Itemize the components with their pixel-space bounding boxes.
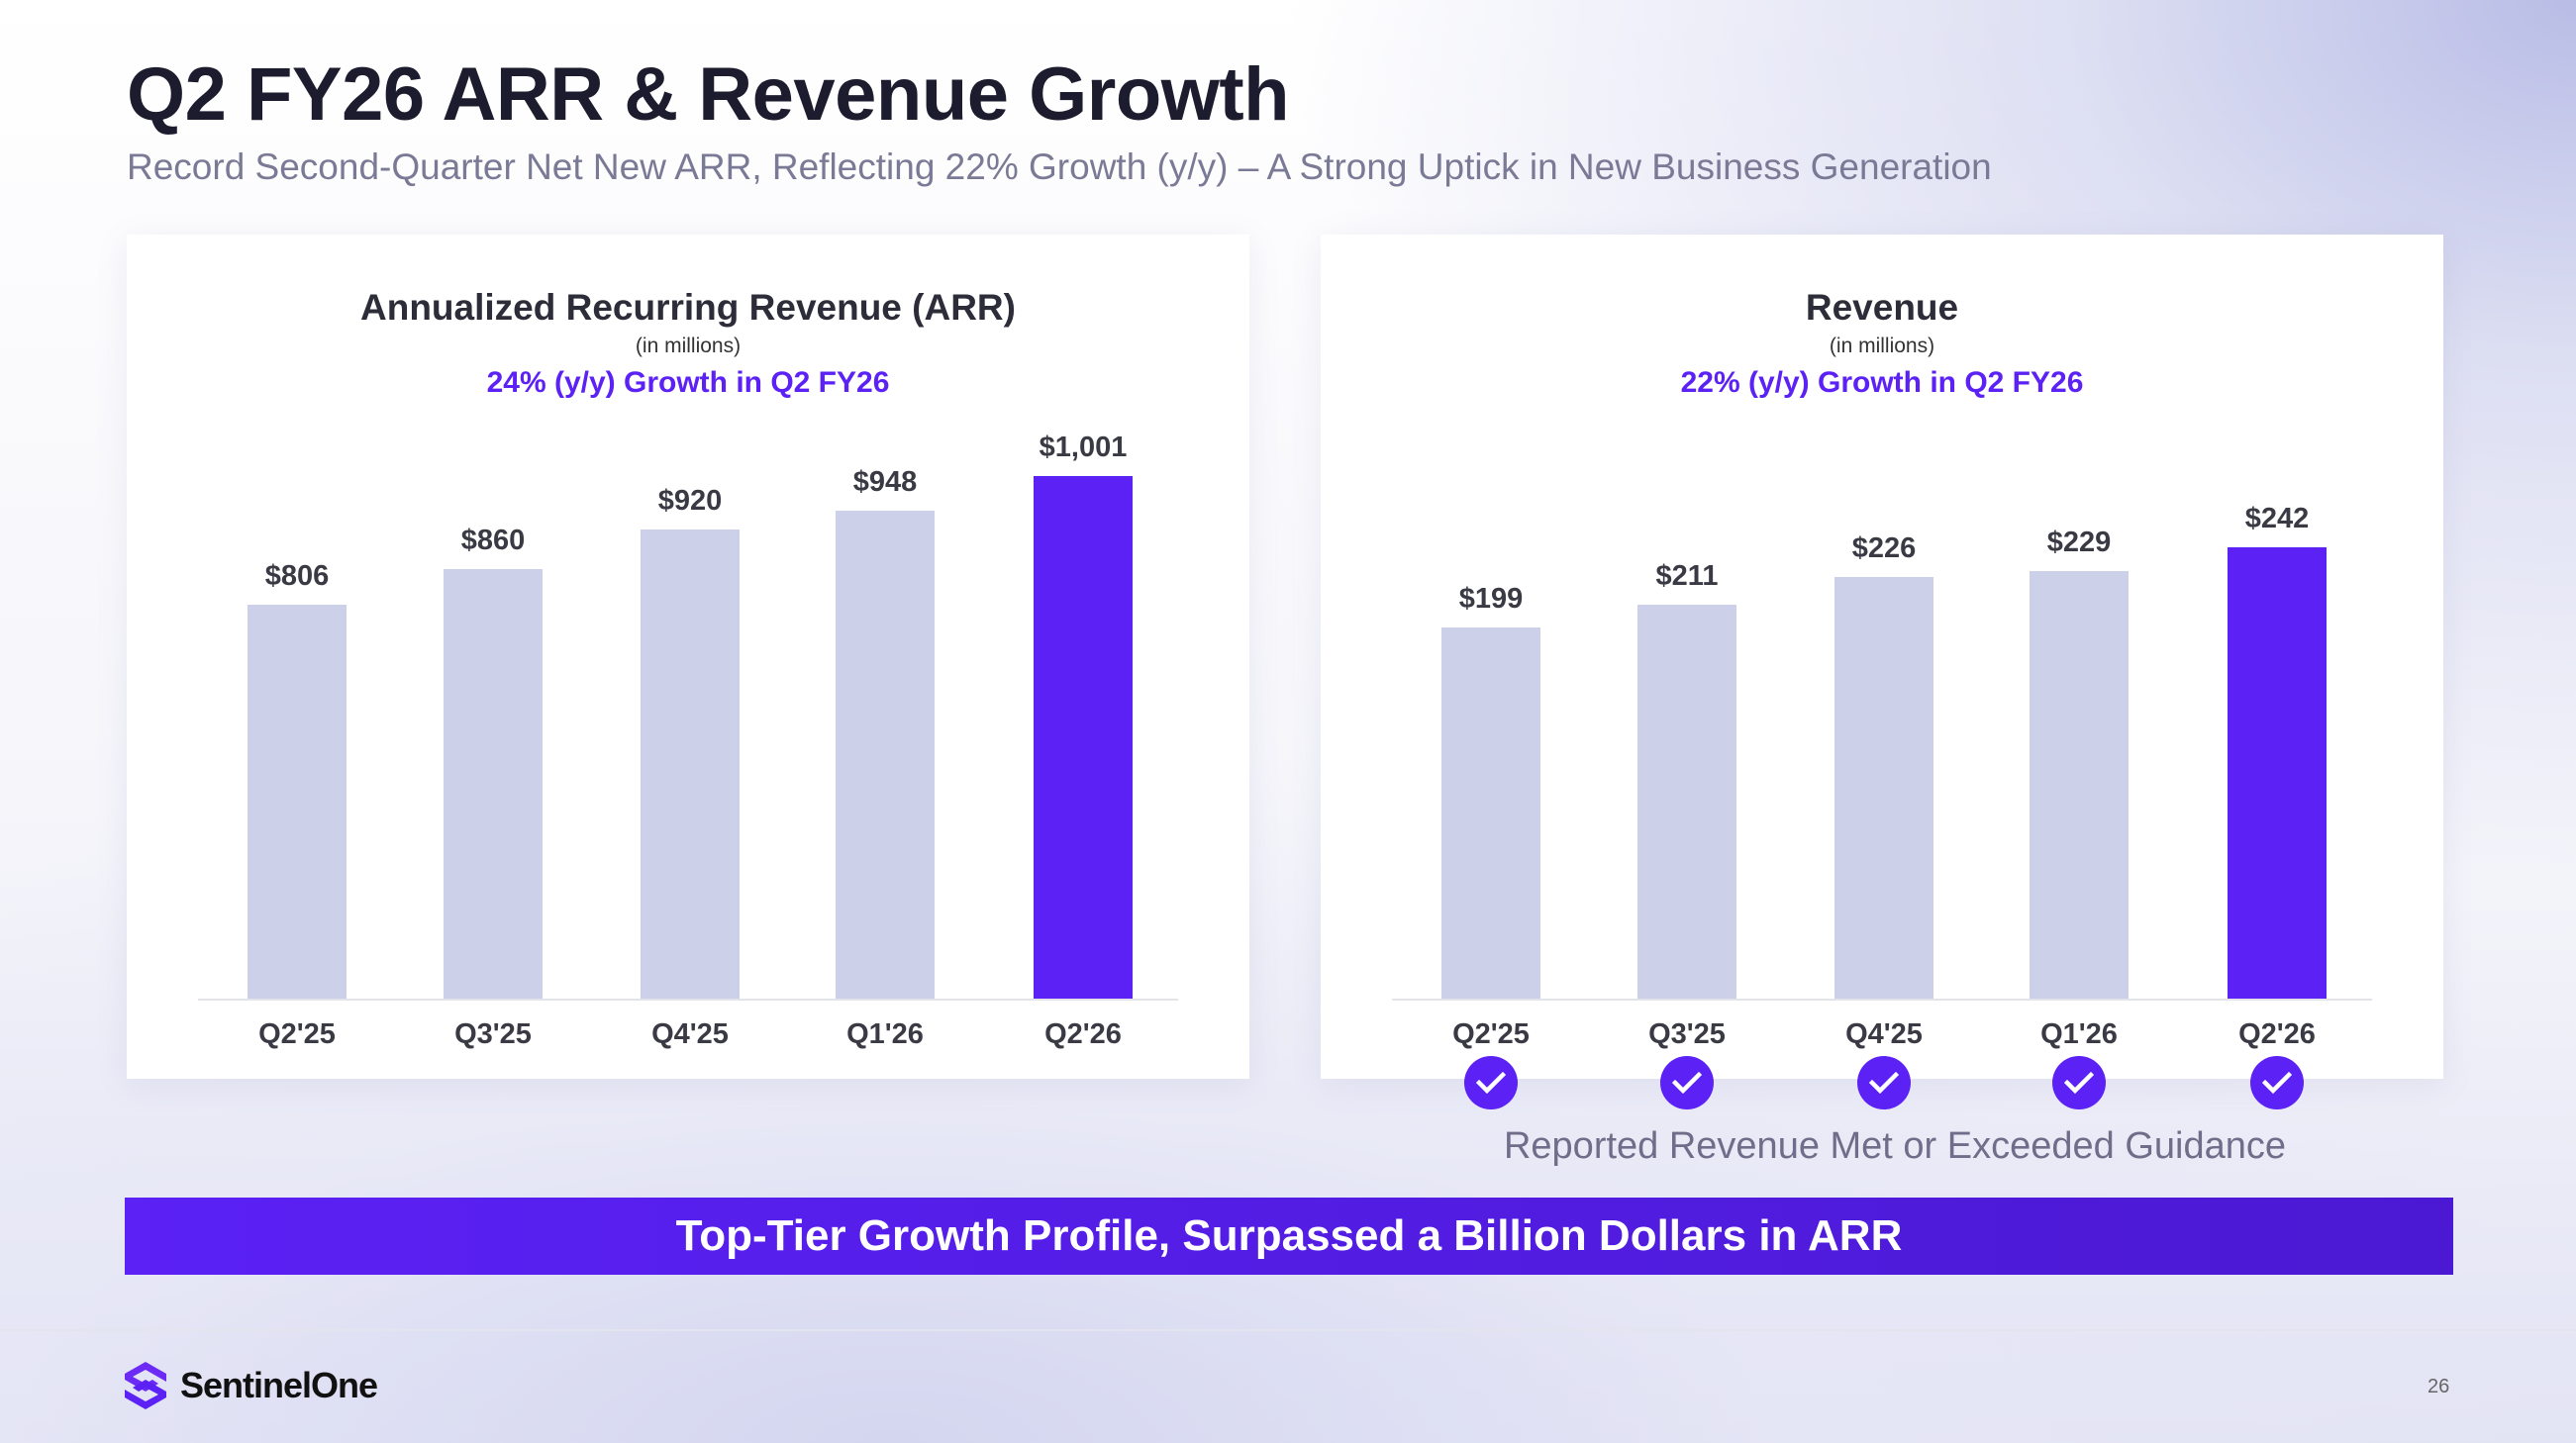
- revenue-chart-card: $199 Q2'25 $211 Q3'25 $226 Q4'25 $229 Q1'26 $242…: [1321, 235, 2443, 1079]
- x-tick-label: Q2'26: [1044, 1018, 1122, 1050]
- x-tick-label: Q2'26: [2238, 1018, 2316, 1050]
- x-tick-label: Q4'25: [651, 1018, 729, 1050]
- data-label: $1,001: [1039, 432, 1128, 464]
- arr-chart-title: Annualized Recurring Revenue (ARR): [360, 287, 1016, 328]
- bar: [2228, 546, 2327, 999]
- revenue-chart-title: Revenue: [1805, 287, 1959, 328]
- logo-text: SentinelOne: [180, 1365, 378, 1405]
- arr-growth-annotation: 24% (y/y) Growth in Q2 FY26: [486, 366, 890, 399]
- bar: [836, 511, 935, 999]
- data-label: $211: [1655, 560, 1719, 593]
- data-label: $229: [2046, 527, 2112, 559]
- revenue-chart: $199 Q2'25 $211 Q3'25 $226 Q4'25 $229 Q1'26 $242…: [1321, 235, 2443, 1079]
- bar: [1034, 476, 1133, 999]
- revenue-chart-units: (in millions): [1829, 335, 1935, 357]
- highlight-banner: Top-Tier Growth Profile, Surpassed a Bil…: [125, 1198, 2453, 1275]
- x-axis-line: [198, 999, 1178, 1001]
- sentinelone-logo-icon: [125, 1362, 166, 1409]
- page-subtitle: Record Second-Quarter Net New ARR, Refle…: [127, 146, 1992, 187]
- check-circle-icon: [2052, 1056, 2106, 1109]
- data-label: $920: [657, 485, 723, 518]
- check-circle-icon: [1464, 1056, 1518, 1109]
- x-tick-label: Q2'25: [1452, 1018, 1530, 1050]
- bar: [444, 569, 543, 999]
- arr-chart: $806 Q2'25 $860 Q3'25 $920 Q4'25 $948 Q1'26 $1,0…: [127, 235, 1249, 1079]
- check-circle-icon: [1857, 1056, 1911, 1109]
- data-label: $806: [264, 560, 330, 593]
- banner-text: Top-Tier Growth Profile, Surpassed a Bil…: [675, 1211, 1903, 1260]
- x-tick-label: Q1'26: [2040, 1018, 2118, 1050]
- check-circle-icon: [1660, 1056, 1714, 1109]
- data-label: $948: [852, 466, 918, 499]
- footer-divider: [0, 1329, 2576, 1331]
- x-tick-label: Q3'25: [1648, 1018, 1726, 1050]
- check-circle-icon: [2250, 1056, 2304, 1109]
- data-label: $226: [1851, 531, 1917, 564]
- x-tick-label: Q2'25: [258, 1018, 336, 1050]
- bar: [1441, 626, 1540, 999]
- page-number: 26: [2427, 1376, 2450, 1397]
- bar: [1637, 605, 1736, 999]
- page-title: Q2 FY26 ARR & Revenue Growth: [127, 52, 1290, 137]
- revenue-growth-annotation: 22% (y/y) Growth in Q2 FY26: [1680, 366, 2084, 399]
- bar: [1834, 576, 1933, 999]
- arr-chart-card: $806 Q2'25 $860 Q3'25 $920 Q4'25 $948 Q1'26 $1,0…: [127, 235, 1249, 1079]
- x-axis-line: [1392, 999, 2372, 1001]
- x-tick-label: Q3'25: [454, 1018, 532, 1050]
- data-label: $199: [1458, 582, 1524, 615]
- bar: [248, 605, 347, 999]
- x-tick-label: Q4'25: [1845, 1018, 1923, 1050]
- bar: [641, 529, 740, 999]
- data-label: $242: [2244, 502, 2310, 534]
- data-label: $860: [460, 525, 526, 557]
- sentinelone-logo: SentinelOne: [125, 1362, 378, 1409]
- guidance-label: Reported Revenue Met or Exceeded Guidanc…: [1503, 1125, 2287, 1167]
- arr-chart-units: (in millions): [635, 335, 742, 357]
- bar: [2030, 571, 2129, 999]
- x-tick-label: Q1'26: [846, 1018, 924, 1050]
